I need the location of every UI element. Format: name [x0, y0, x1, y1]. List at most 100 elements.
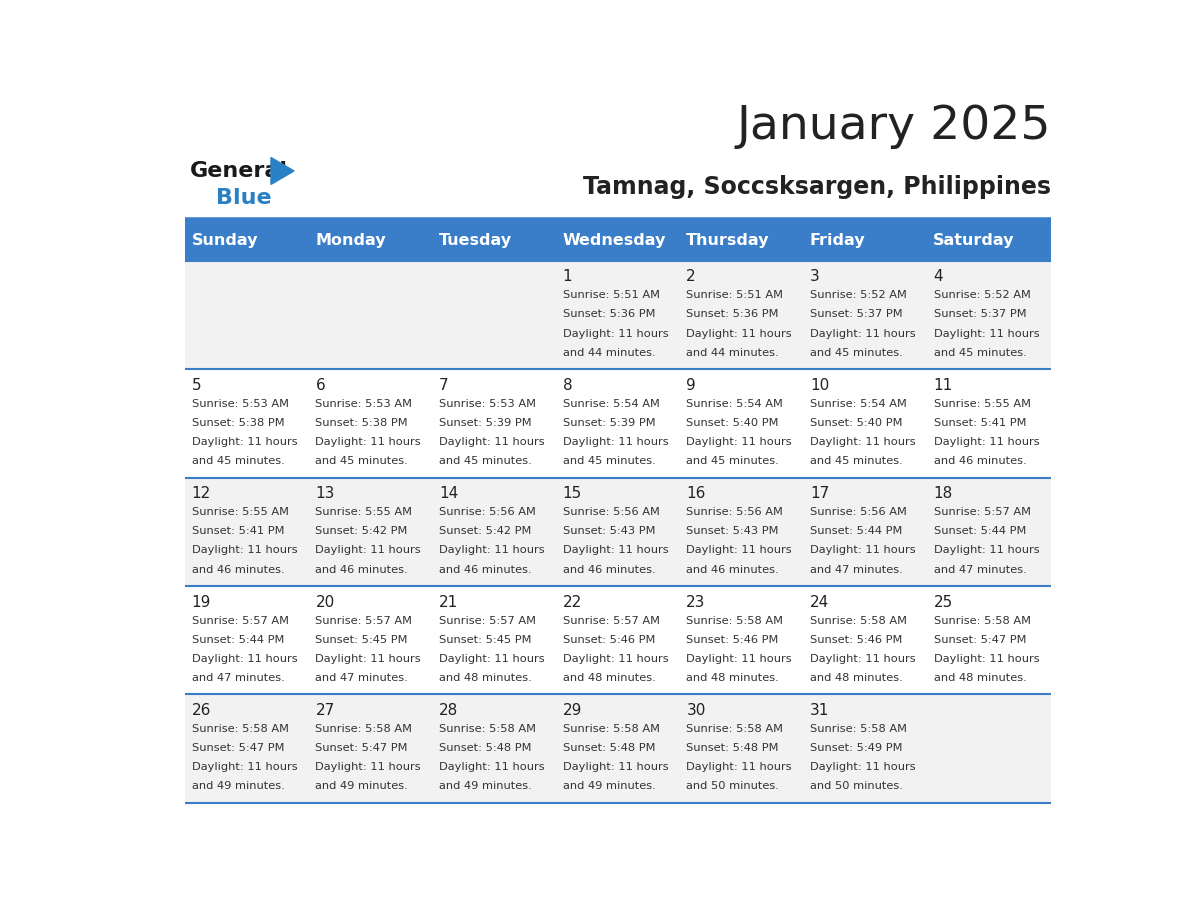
Text: Daylight: 11 hours: Daylight: 11 hours: [315, 437, 421, 447]
FancyBboxPatch shape: [680, 219, 803, 261]
FancyBboxPatch shape: [927, 694, 1051, 803]
FancyBboxPatch shape: [309, 369, 432, 477]
Text: Sunrise: 5:58 AM: Sunrise: 5:58 AM: [687, 616, 783, 626]
FancyBboxPatch shape: [309, 477, 432, 586]
Text: and 46 minutes.: and 46 minutes.: [191, 565, 284, 575]
Text: Daylight: 11 hours: Daylight: 11 hours: [934, 654, 1040, 664]
Text: Sunrise: 5:54 AM: Sunrise: 5:54 AM: [810, 398, 906, 409]
Text: 7: 7: [440, 377, 449, 393]
Text: 28: 28: [440, 703, 459, 718]
FancyBboxPatch shape: [556, 219, 680, 261]
Text: Sunset: 5:37 PM: Sunset: 5:37 PM: [934, 309, 1026, 319]
Text: Sunset: 5:37 PM: Sunset: 5:37 PM: [810, 309, 903, 319]
Text: and 49 minutes.: and 49 minutes.: [440, 781, 532, 791]
Text: and 50 minutes.: and 50 minutes.: [687, 781, 779, 791]
FancyBboxPatch shape: [556, 261, 680, 369]
Text: and 47 minutes.: and 47 minutes.: [191, 673, 284, 683]
Text: Sunrise: 5:55 AM: Sunrise: 5:55 AM: [191, 508, 289, 517]
FancyBboxPatch shape: [432, 369, 556, 477]
Text: Sunrise: 5:53 AM: Sunrise: 5:53 AM: [315, 398, 412, 409]
Text: and 47 minutes.: and 47 minutes.: [810, 565, 903, 575]
Text: Sunset: 5:39 PM: Sunset: 5:39 PM: [440, 418, 532, 428]
Text: 5: 5: [191, 377, 202, 393]
Text: Sunrise: 5:56 AM: Sunrise: 5:56 AM: [440, 508, 536, 517]
Text: Sunrise: 5:57 AM: Sunrise: 5:57 AM: [191, 616, 289, 626]
FancyBboxPatch shape: [185, 586, 309, 694]
FancyBboxPatch shape: [803, 477, 927, 586]
Text: Sunset: 5:47 PM: Sunset: 5:47 PM: [934, 634, 1026, 644]
FancyBboxPatch shape: [556, 694, 680, 803]
Text: 25: 25: [934, 595, 953, 610]
Text: and 47 minutes.: and 47 minutes.: [315, 673, 409, 683]
Text: 19: 19: [191, 595, 211, 610]
Text: Sunrise: 5:57 AM: Sunrise: 5:57 AM: [934, 508, 1031, 517]
Text: and 45 minutes.: and 45 minutes.: [315, 456, 409, 466]
Text: Sunset: 5:48 PM: Sunset: 5:48 PM: [440, 744, 531, 754]
Text: Sunrise: 5:55 AM: Sunrise: 5:55 AM: [934, 398, 1031, 409]
Text: Sunrise: 5:57 AM: Sunrise: 5:57 AM: [440, 616, 536, 626]
Text: Sunrise: 5:56 AM: Sunrise: 5:56 AM: [810, 508, 906, 517]
FancyBboxPatch shape: [185, 477, 309, 586]
Text: and 44 minutes.: and 44 minutes.: [563, 348, 656, 358]
Text: Sunset: 5:44 PM: Sunset: 5:44 PM: [191, 634, 284, 644]
Text: Sunrise: 5:58 AM: Sunrise: 5:58 AM: [440, 724, 536, 734]
Text: Monday: Monday: [315, 233, 386, 248]
FancyBboxPatch shape: [680, 694, 803, 803]
Text: and 47 minutes.: and 47 minutes.: [934, 565, 1026, 575]
FancyBboxPatch shape: [680, 586, 803, 694]
Text: 29: 29: [563, 703, 582, 718]
FancyBboxPatch shape: [309, 586, 432, 694]
Text: Sunset: 5:43 PM: Sunset: 5:43 PM: [563, 526, 656, 536]
Text: and 45 minutes.: and 45 minutes.: [810, 456, 903, 466]
Text: 3: 3: [810, 269, 820, 285]
Text: Sunset: 5:45 PM: Sunset: 5:45 PM: [440, 634, 531, 644]
Text: Sunset: 5:44 PM: Sunset: 5:44 PM: [810, 526, 903, 536]
Text: and 49 minutes.: and 49 minutes.: [191, 781, 284, 791]
FancyBboxPatch shape: [927, 261, 1051, 369]
Text: Daylight: 11 hours: Daylight: 11 hours: [810, 329, 916, 339]
Text: Sunset: 5:42 PM: Sunset: 5:42 PM: [315, 526, 407, 536]
FancyBboxPatch shape: [432, 261, 556, 369]
Text: and 50 minutes.: and 50 minutes.: [810, 781, 903, 791]
Text: Sunset: 5:46 PM: Sunset: 5:46 PM: [563, 634, 655, 644]
Text: 20: 20: [315, 595, 335, 610]
Text: 27: 27: [315, 703, 335, 718]
FancyBboxPatch shape: [927, 477, 1051, 586]
Text: Sunset: 5:41 PM: Sunset: 5:41 PM: [191, 526, 284, 536]
Text: 4: 4: [934, 269, 943, 285]
FancyBboxPatch shape: [927, 586, 1051, 694]
Text: Daylight: 11 hours: Daylight: 11 hours: [563, 329, 669, 339]
Text: Daylight: 11 hours: Daylight: 11 hours: [315, 762, 421, 772]
Text: and 45 minutes.: and 45 minutes.: [191, 456, 284, 466]
Text: Sunset: 5:36 PM: Sunset: 5:36 PM: [687, 309, 779, 319]
Text: 1: 1: [563, 269, 573, 285]
FancyBboxPatch shape: [432, 586, 556, 694]
Text: and 46 minutes.: and 46 minutes.: [315, 565, 407, 575]
Text: and 46 minutes.: and 46 minutes.: [563, 565, 656, 575]
Text: Sunset: 5:42 PM: Sunset: 5:42 PM: [440, 526, 531, 536]
Text: Daylight: 11 hours: Daylight: 11 hours: [687, 762, 792, 772]
Text: 31: 31: [810, 703, 829, 718]
Text: Sunrise: 5:58 AM: Sunrise: 5:58 AM: [810, 616, 906, 626]
Text: Sunrise: 5:51 AM: Sunrise: 5:51 AM: [687, 290, 783, 300]
FancyBboxPatch shape: [556, 477, 680, 586]
FancyBboxPatch shape: [803, 586, 927, 694]
Text: and 45 minutes.: and 45 minutes.: [440, 456, 532, 466]
Text: Sunrise: 5:53 AM: Sunrise: 5:53 AM: [191, 398, 289, 409]
Text: 26: 26: [191, 703, 211, 718]
Text: Sunrise: 5:57 AM: Sunrise: 5:57 AM: [315, 616, 412, 626]
Text: and 48 minutes.: and 48 minutes.: [810, 673, 903, 683]
Text: 9: 9: [687, 377, 696, 393]
Text: Sunrise: 5:58 AM: Sunrise: 5:58 AM: [315, 724, 412, 734]
Text: Daylight: 11 hours: Daylight: 11 hours: [191, 437, 297, 447]
FancyBboxPatch shape: [556, 586, 680, 694]
Text: and 45 minutes.: and 45 minutes.: [934, 348, 1026, 358]
Text: 22: 22: [563, 595, 582, 610]
Text: 16: 16: [687, 486, 706, 501]
Text: 6: 6: [315, 377, 326, 393]
FancyBboxPatch shape: [680, 369, 803, 477]
Text: and 46 minutes.: and 46 minutes.: [687, 565, 779, 575]
Text: Sunset: 5:48 PM: Sunset: 5:48 PM: [563, 744, 656, 754]
Text: 14: 14: [440, 486, 459, 501]
Text: 11: 11: [934, 377, 953, 393]
